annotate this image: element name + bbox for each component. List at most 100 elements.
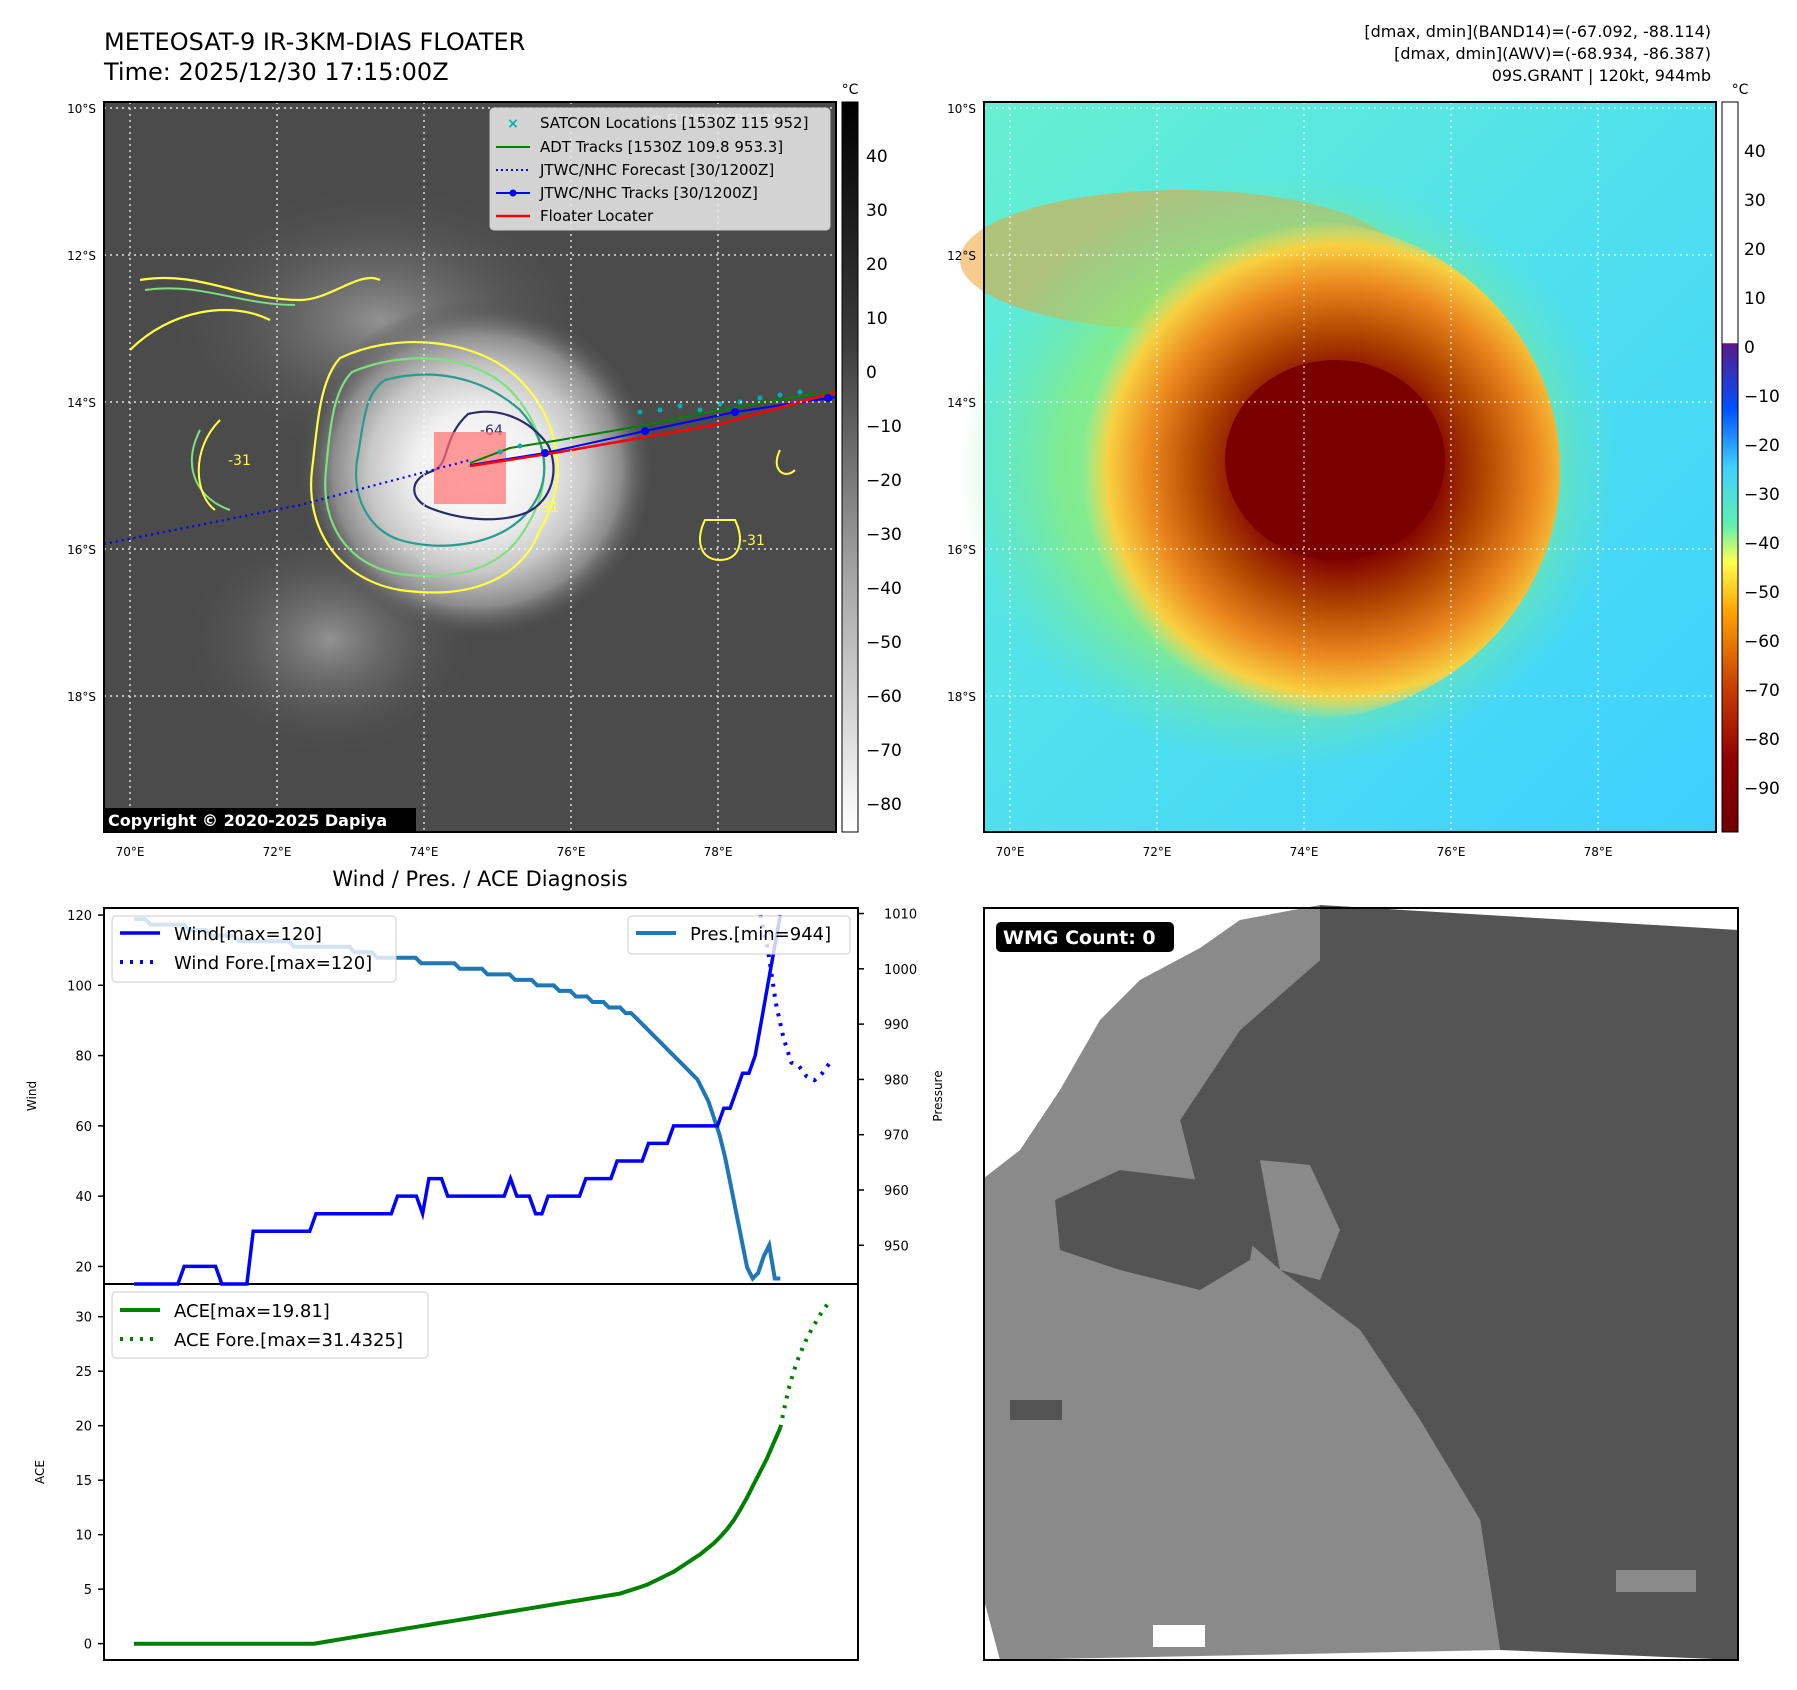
awv-eye-dark [1225, 360, 1445, 560]
wmg-small-light-patch [1616, 1570, 1696, 1592]
wind-forecast-line [758, 914, 832, 1083]
storm-label: 09S.GRANT | 120kt, 944mb [1491, 66, 1711, 85]
ace-tick-label: 25 [75, 1365, 92, 1380]
svg-text:−70: −70 [1744, 681, 1780, 701]
contour-yellow-outer [310, 341, 559, 594]
pressure-tick-label: 950 [884, 1239, 909, 1254]
ir-lon-label: 70°E [116, 845, 145, 859]
svg-text:−20: −20 [1744, 436, 1780, 456]
contour-yellow-arc [129, 276, 381, 351]
ir-lon-label: 74°E [410, 845, 439, 859]
wmg-count-badge [996, 922, 1174, 952]
awv-lat-label: 16°S [947, 543, 976, 557]
wmg-dark-region [1180, 905, 1738, 1660]
time-label: Time: 2025/12/30 17:15:00Z [104, 58, 449, 86]
pressure-tick-label: 980 [884, 1073, 909, 1088]
adt-track-line [469, 391, 837, 464]
svg-text:−80: −80 [866, 795, 902, 815]
contour-teal [355, 373, 546, 547]
ace-tick-label: 5 [84, 1583, 92, 1598]
awv-colorbar [1721, 101, 1739, 833]
wmg-dark-patch [1055, 1170, 1260, 1290]
ir-colorbar [841, 101, 859, 833]
ace-tick-label: 10 [75, 1529, 92, 1544]
awv-lat-label: 10°S [947, 102, 976, 116]
svg-text:0: 0 [1744, 338, 1755, 358]
awv-lon-label: 70°E [996, 845, 1025, 859]
svg-text:−20: −20 [866, 471, 902, 491]
wmg-count-text: WMG Count: 0 [1003, 927, 1156, 949]
pres-legend-box [627, 915, 851, 955]
copyright-badge [104, 808, 416, 832]
wind-tick-label: 40 [75, 1190, 92, 1205]
awv-lon-label: 74°E [1290, 845, 1319, 859]
svg-text:−50: −50 [1744, 583, 1780, 603]
svg-text:30: 30 [1744, 191, 1766, 211]
awv-lon-label: 76°E [1437, 845, 1466, 859]
track-point-icon [509, 189, 517, 197]
wind-fore-legend-label: Wind Fore.[max=120] [174, 953, 372, 974]
ace-tick-label: 15 [75, 1474, 92, 1489]
svg-text:0: 0 [866, 363, 877, 383]
ir-lon-label: 78°E [704, 845, 733, 859]
svg-text:−10: −10 [866, 417, 902, 437]
svg-text:−70: −70 [866, 741, 902, 761]
satcon-marker-icon: × [507, 116, 519, 132]
awv-colorbar-ticks: 40 30 20 10 0 −10 −20 −30 −40 −50 −60 −7… [1744, 142, 1780, 799]
awv-lat-label: 18°S [947, 690, 976, 704]
pressure-ticks-right: 950 960 970 980 990 1000 1010 [858, 908, 917, 1254]
ir-colorbar-ticks: 40 30 20 10 0 −10 −20 −30 −40 −50 −60 −7… [866, 147, 902, 815]
ace-legend-label: ACE[max=19.81] [174, 1301, 330, 1322]
svg-text:40: 40 [1744, 142, 1766, 162]
ace-tick-label: 0 [84, 1638, 92, 1653]
ir-lon-label: 72°E [263, 845, 292, 859]
awv-stat: [dmax, dmin](AWV)=(-68.934, -86.387) [1394, 44, 1711, 63]
wind-axis-label: Wind [25, 1081, 39, 1111]
ace-line [134, 1426, 783, 1646]
chart-title: Wind / Pres. / ACE Diagnosis [332, 867, 627, 891]
wind-legend-box [111, 915, 397, 983]
svg-text:−60: −60 [1744, 632, 1780, 652]
pres-legend-label: Pres.[min=944] [690, 924, 831, 945]
contour-green-light [324, 357, 546, 578]
ir-lat-label: 10°S [67, 102, 96, 116]
svg-text:−60: −60 [866, 687, 902, 707]
awv-colorbar-unit: °C [1732, 82, 1749, 98]
pressure-tick-label: 1000 [884, 963, 917, 978]
floater-box [434, 432, 506, 504]
svg-text:−50: −50 [866, 633, 902, 653]
contour-label: -31 [228, 453, 251, 469]
wind-legend-label: Wind[max=120] [174, 924, 322, 945]
wmg-dark-block [1010, 1400, 1062, 1420]
svg-text:−10: −10 [1744, 387, 1780, 407]
pressure-tick-label: 970 [884, 1129, 909, 1144]
jtwc-forecast-line [103, 458, 471, 546]
awv-lon-label: 72°E [1143, 845, 1172, 859]
wind-tick-label: 20 [75, 1260, 92, 1275]
pressure-axis-label: Pressure [931, 1070, 945, 1121]
svg-text:10: 10 [1744, 289, 1766, 309]
awv-panel-frame [983, 101, 1717, 833]
contour-green-arc [144, 287, 296, 511]
awv-lat-label: 12°S [947, 249, 976, 263]
legend-track-label: JTWC/NHC Tracks [30/1200Z] [539, 184, 758, 202]
floater-locater-line [469, 390, 837, 468]
contour-label: -31 [742, 533, 765, 549]
legend-adt-label: ADT Tracks [1530Z 109.8 953.3] [540, 138, 783, 156]
wind-tick-label: 120 [67, 909, 92, 924]
pressure-tick-label: 960 [884, 1184, 909, 1199]
svg-text:−90: −90 [1744, 779, 1780, 799]
wind-tick-label: 100 [67, 979, 92, 994]
ace-ticks: 0 5 10 15 20 25 30 [75, 1311, 104, 1653]
ace-legend-box [111, 1291, 429, 1359]
svg-text:20: 20 [1744, 240, 1766, 260]
copyright-text: Copyright © 2020-2025 Dapiya [108, 811, 387, 830]
svg-text:20: 20 [866, 255, 888, 275]
ir-watermark: © FUHSWHGP 2025 [650, 113, 780, 128]
wmg-panel-frame [983, 907, 1739, 1661]
ir-lon-label: 76°E [557, 845, 586, 859]
jtwc-track-points [541, 394, 832, 457]
